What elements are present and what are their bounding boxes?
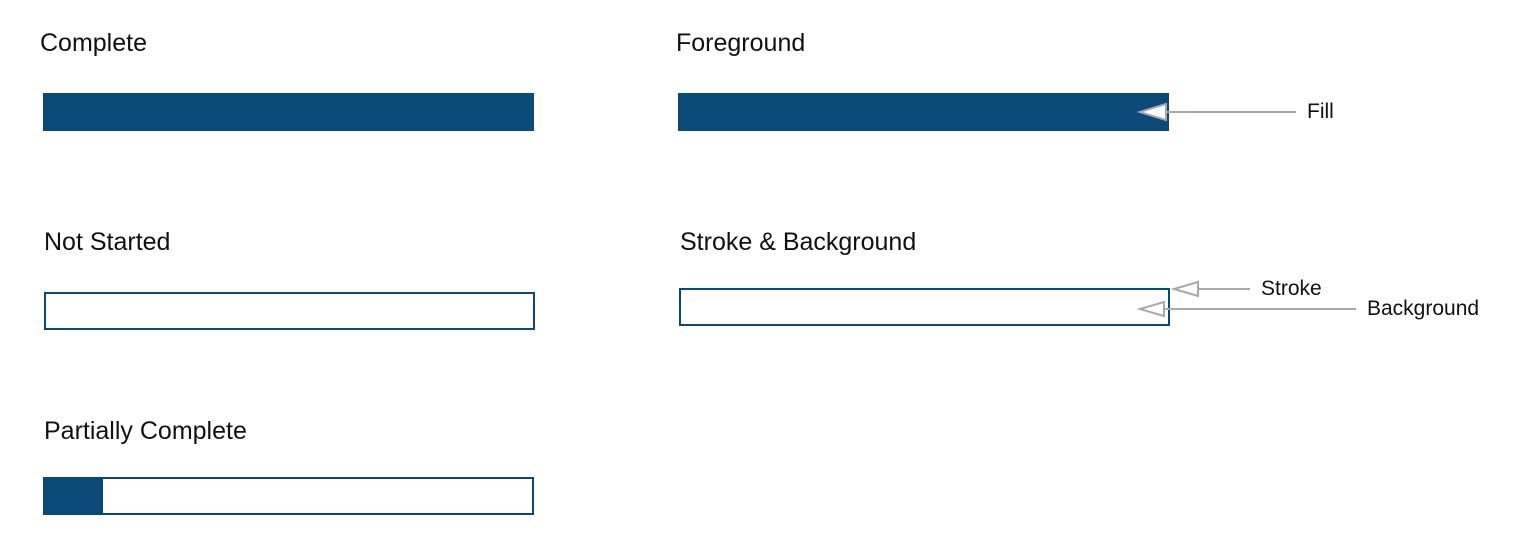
progress-fill bbox=[680, 95, 1167, 129]
progress-fill bbox=[45, 95, 532, 129]
stroke-callout-arrow bbox=[1170, 280, 1250, 298]
progress-bar-foreground bbox=[678, 93, 1169, 131]
progress-bar-partially-complete bbox=[43, 477, 534, 515]
stroke-callout-label: Stroke bbox=[1261, 277, 1322, 300]
partially-complete-heading: Partially Complete bbox=[44, 417, 247, 445]
background-callout-label: Background bbox=[1367, 297, 1480, 320]
progress-fill bbox=[45, 479, 104, 513]
background-callout-arrow bbox=[1136, 300, 1356, 318]
not-started-heading: Not Started bbox=[44, 228, 171, 256]
foreground-heading: Foreground bbox=[676, 29, 806, 57]
progress-bar-complete bbox=[43, 93, 534, 131]
stroke-background-heading: Stroke & Background bbox=[680, 228, 917, 256]
progress-bar-not-started bbox=[44, 292, 535, 330]
complete-heading: Complete bbox=[40, 29, 147, 57]
fill-callout-label: Fill bbox=[1307, 100, 1334, 123]
fill-callout-arrow bbox=[1136, 102, 1296, 122]
progress-bar-stroke-background bbox=[679, 288, 1170, 326]
